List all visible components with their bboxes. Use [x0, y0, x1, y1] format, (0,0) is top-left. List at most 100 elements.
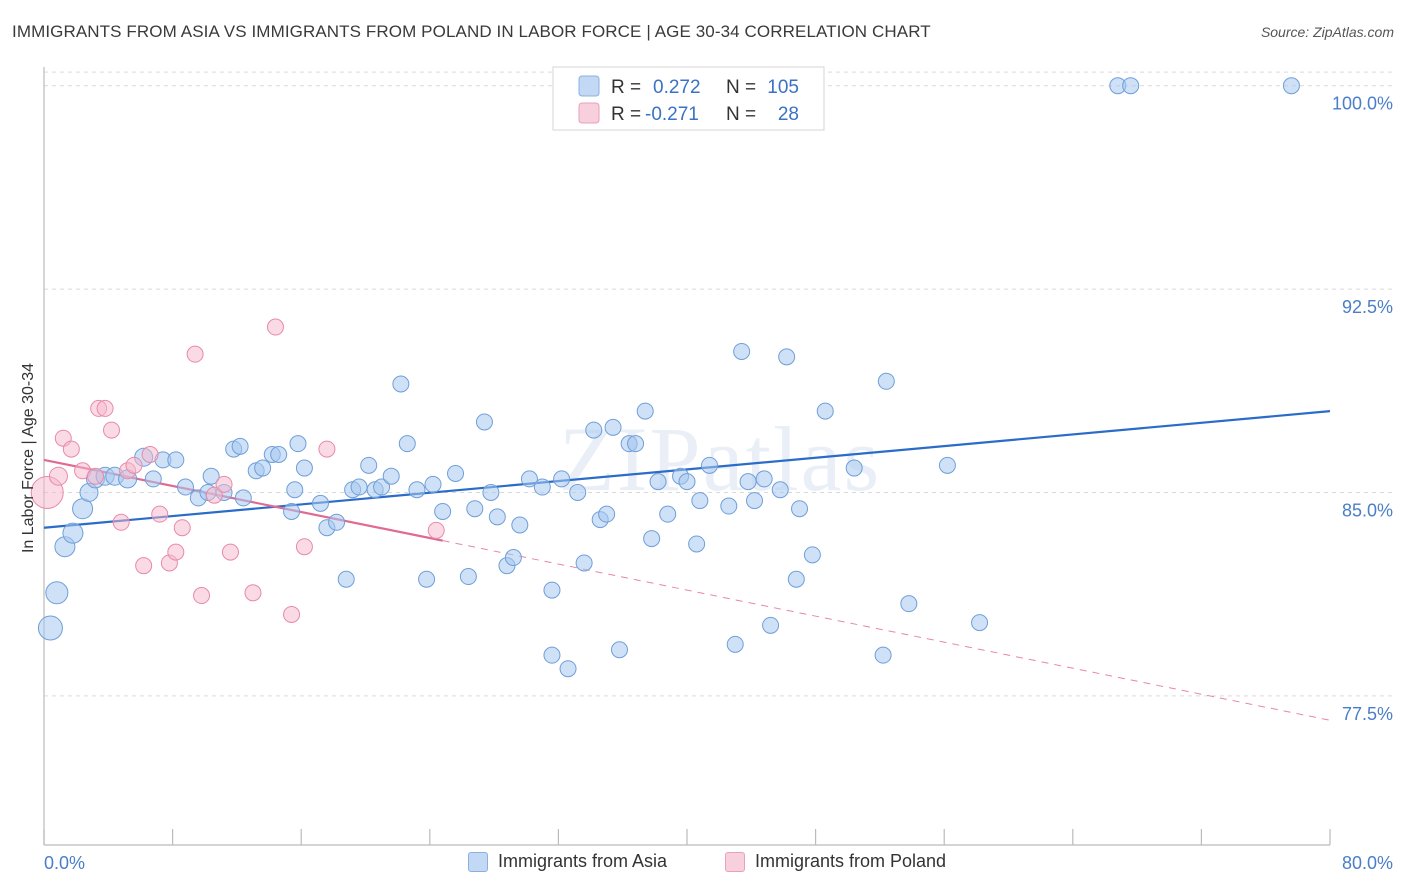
asia-point [466, 500, 484, 518]
poland-trend-extension [442, 540, 1331, 721]
asia-point [37, 615, 63, 641]
asia-point [350, 478, 368, 496]
legend-swatch-asia [468, 851, 488, 872]
axes-layer [43, 67, 1331, 846]
asia-point [434, 502, 452, 520]
points-layer [30, 77, 1300, 678]
asia-point [1282, 77, 1300, 95]
asia-point [559, 660, 577, 678]
poland-point [193, 587, 211, 605]
asia-point [874, 646, 892, 664]
legend-asia-n-label: N = [726, 77, 756, 98]
poland-point [173, 519, 191, 537]
poland-point [266, 318, 284, 336]
legend-label-asia: Immigrants from Asia [498, 851, 668, 871]
chart-title: IMMIGRANTS FROM ASIA VS IMMIGRANTS FROM … [12, 22, 931, 41]
asia-point [649, 473, 667, 491]
poland-point [96, 399, 114, 417]
asia-point [643, 530, 661, 548]
asia-point [726, 635, 744, 653]
asia-point [636, 402, 654, 420]
asia-point [533, 478, 551, 496]
asia-point [202, 467, 220, 485]
legend-poland-swatch [578, 102, 600, 124]
asia-point [787, 570, 805, 588]
asia-point [691, 492, 709, 510]
poland-point [167, 543, 185, 561]
asia-point [337, 570, 355, 588]
legend-swatch-poland [725, 851, 745, 872]
asia-point [900, 595, 918, 613]
asia-point [971, 614, 989, 632]
asia-point [688, 535, 706, 553]
asia-point [739, 473, 757, 491]
poland-point [141, 446, 159, 463]
asia-point [520, 470, 538, 488]
asia-point [755, 470, 773, 488]
asia-point [1122, 77, 1140, 95]
asia-point [418, 570, 436, 588]
asia-point [659, 505, 677, 523]
asia-point [459, 568, 477, 586]
asia-point [475, 413, 493, 431]
series-legend: Immigrants from Asia Immigrants from Pol… [0, 851, 1406, 879]
source-credit: Source: ZipAtlas.com [1260, 24, 1394, 40]
poland-point [112, 513, 130, 531]
asia-point [543, 581, 561, 599]
x-tick-label: 80.0% [1342, 853, 1393, 873]
asia-point [627, 435, 645, 453]
poland-point [151, 505, 169, 523]
asia-point [877, 372, 895, 390]
asia-point [447, 464, 465, 482]
asia-point [803, 546, 821, 564]
asia-point [575, 554, 593, 572]
poland-point [244, 584, 262, 602]
legend-poland-n-label: N = [726, 104, 756, 125]
asia-point [938, 456, 956, 474]
asia-point [328, 513, 346, 531]
y-tick-label: 77.5% [1342, 704, 1393, 724]
poland-point [221, 543, 239, 561]
asia-point [408, 481, 426, 499]
asia-point [231, 437, 249, 455]
asia-point [598, 505, 616, 523]
poland-point [103, 421, 121, 439]
asia-point [62, 522, 84, 544]
asia-point [720, 497, 738, 515]
poland-point [427, 521, 445, 539]
grid-layer [44, 71, 1392, 697]
legend-asia-r-label: R = [611, 77, 641, 98]
asia-point [270, 446, 288, 463]
asia-point [424, 475, 442, 493]
asia-point [482, 483, 500, 501]
poland-point [205, 486, 223, 504]
poland-point [283, 605, 301, 623]
asia-point [778, 348, 796, 366]
asia-point [845, 459, 863, 477]
legend-asia-swatch [578, 75, 600, 97]
stats-legend: R = 0.272 N = 105 R = -0.271 N = 28 [552, 66, 825, 131]
legend-label-poland: Immigrants from Poland [755, 851, 947, 871]
legend-poland-r-value: -0.271 [645, 104, 699, 125]
asia-point [678, 473, 696, 491]
poland-point [62, 440, 80, 458]
poland-point [125, 456, 143, 474]
asia-point [762, 616, 780, 634]
poland-point [48, 466, 68, 486]
legend-asia-r-value: 0.272 [653, 77, 701, 98]
asia-point [289, 435, 307, 453]
asia-point [392, 375, 410, 393]
poland-point [186, 345, 204, 363]
asia-point [585, 421, 603, 439]
y-tick-label: 92.5% [1342, 297, 1393, 317]
legend-asia-n-value: 105 [767, 77, 799, 98]
asia-point [286, 481, 304, 499]
asia-point [604, 418, 622, 436]
asia-point [398, 435, 416, 453]
poland-point [295, 538, 313, 556]
asia-point [504, 549, 522, 567]
tick-labels: 77.5% 85.0% 92.5% 100.0% 0.0% 80.0% [44, 94, 1393, 873]
legend-poland-n-value: 28 [778, 104, 799, 125]
poland-point [86, 467, 104, 485]
legend-poland-r-label: R = [611, 104, 641, 125]
